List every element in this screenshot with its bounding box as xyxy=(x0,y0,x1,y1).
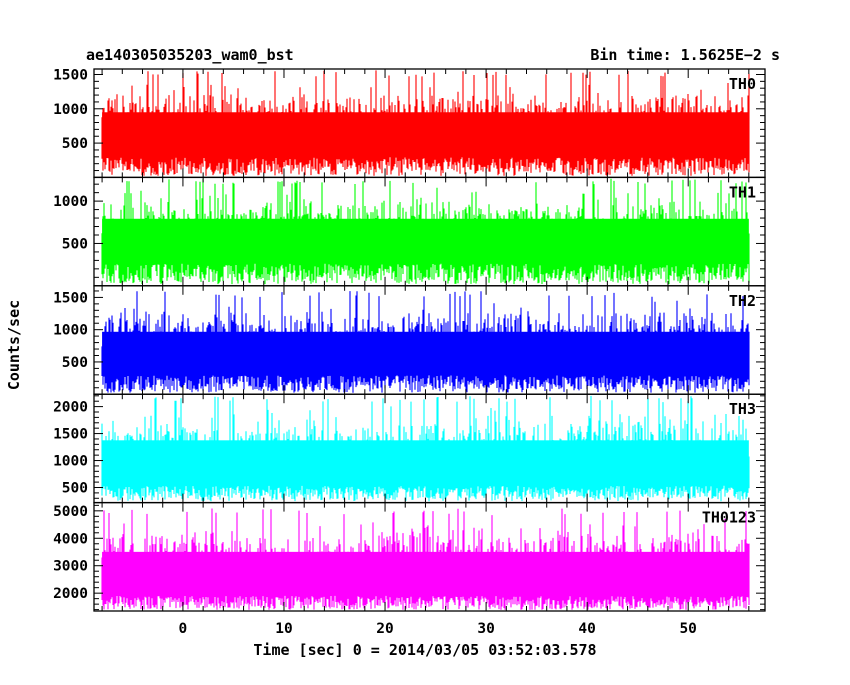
signal-trace-th3 xyxy=(101,395,750,502)
panel-label-th1: TH1 xyxy=(729,183,756,201)
chart-title-left: ae140305035203_wam0_bst xyxy=(86,46,294,64)
panel-th1: 500 1000 TH1 xyxy=(53,176,766,287)
x-tick-label: 10 xyxy=(275,621,292,637)
y-tick-label: 1500 xyxy=(53,290,88,306)
x-axis-label: Time [sec] 0 = 2014/03/05 03:52:03.578 xyxy=(253,641,596,659)
y-tick-label: 1000 xyxy=(53,194,88,210)
y-tick-label: 2000 xyxy=(53,400,88,416)
y-axis-label: Counts/sec xyxy=(5,300,23,390)
x-tick-label: 30 xyxy=(477,621,494,637)
panel-label-th0123: TH0123 xyxy=(702,509,756,527)
y-tick-label: 500 xyxy=(62,236,88,252)
signal-trace-th0123 xyxy=(101,508,750,610)
x-tick-label: 0 xyxy=(179,621,188,637)
y-tick-label: 5000 xyxy=(53,504,88,520)
signal-trace-th0 xyxy=(101,70,750,176)
y-tick-label: 1500 xyxy=(53,67,88,83)
panel-th0: 500 1000 1500 TH0 xyxy=(53,67,766,179)
signal-trace-th1 xyxy=(101,178,750,285)
y-tick-label: 500 xyxy=(62,480,88,496)
y-tick-label: 1000 xyxy=(53,102,88,118)
y-tick-label: 1000 xyxy=(53,454,88,470)
y-tick-label: 3000 xyxy=(53,559,88,575)
x-tick-label: 50 xyxy=(679,621,696,637)
x-tick-label: 40 xyxy=(578,621,595,637)
y-tick-label: 500 xyxy=(62,355,88,371)
chart-title-right: Bin time: 1.5625E−2 s xyxy=(590,46,780,64)
panel-th3: 500 1000 1500 2000 TH3 xyxy=(53,393,766,504)
y-tick-label: 1000 xyxy=(53,323,88,339)
y-tick-label: 2000 xyxy=(53,586,88,602)
y-tick-label: 4000 xyxy=(53,531,88,547)
panel-label-th3: TH3 xyxy=(729,400,756,418)
panel-label-th0: TH0 xyxy=(729,75,756,93)
signal-trace-th2 xyxy=(101,291,750,393)
panel-frame xyxy=(93,501,766,612)
panel-th0123: 2000 3000 4000 5000 TH0123 xyxy=(53,501,766,612)
y-tick-label: 1500 xyxy=(53,427,88,443)
x-tick-label: 20 xyxy=(376,621,393,637)
panel-label-th2: TH2 xyxy=(729,292,756,310)
y-tick-label: 500 xyxy=(62,136,88,152)
panel-th2: 500 1000 1500 TH2 xyxy=(53,285,766,395)
